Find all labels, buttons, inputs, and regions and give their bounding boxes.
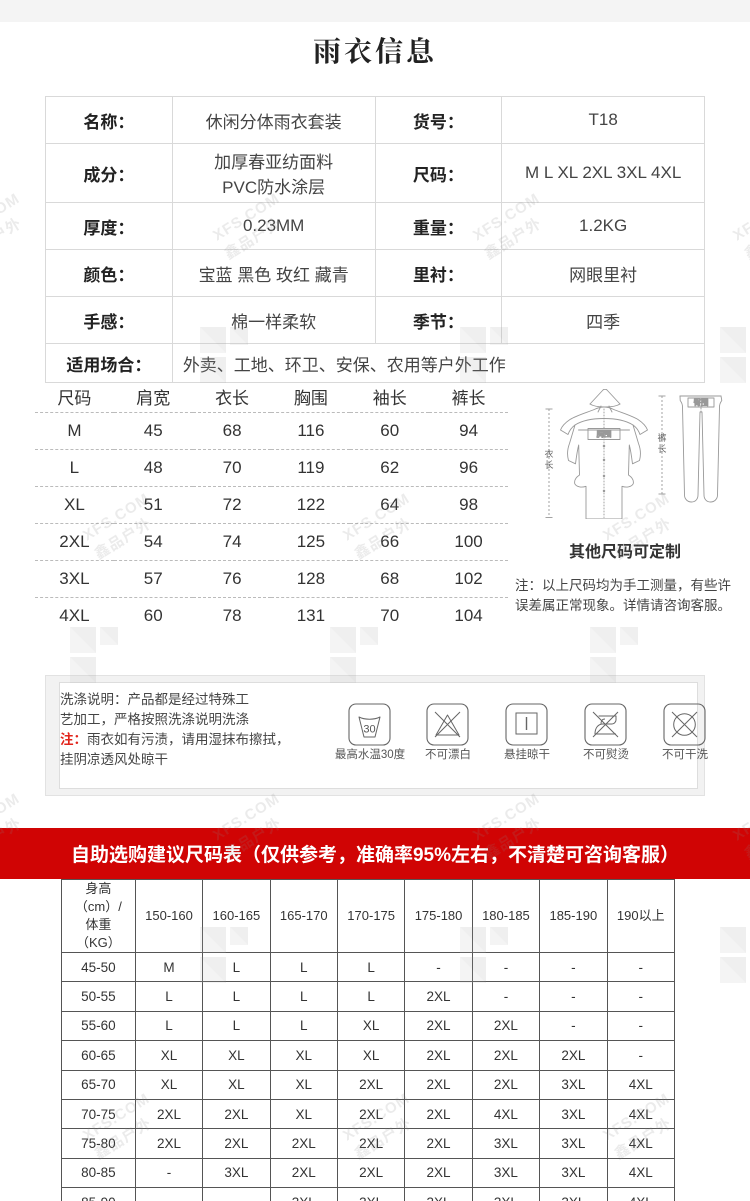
svg-text:臀围: 臀围 bbox=[694, 397, 709, 408]
svg-text:长: 长 bbox=[544, 458, 553, 471]
svg-text:长: 长 bbox=[657, 442, 666, 455]
svg-text:30: 30 bbox=[363, 724, 375, 736]
svg-text:胸围: 胸围 bbox=[597, 429, 612, 440]
